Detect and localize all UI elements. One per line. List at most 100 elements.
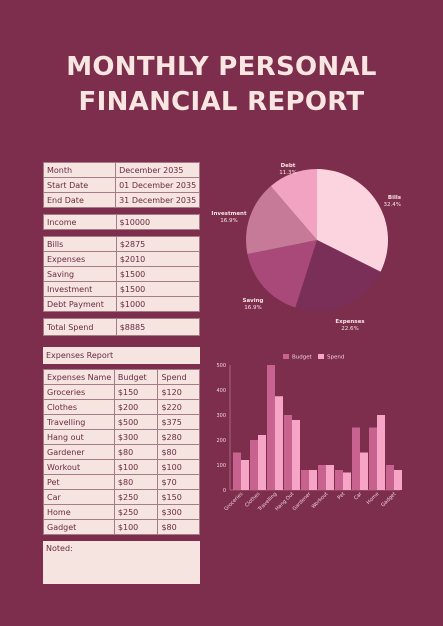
expense-budget: $80 — [113, 474, 159, 490]
x-tick-label: Home — [366, 491, 381, 506]
spending-row: Investment $1500 — [43, 281, 201, 297]
pie-slice-bills — [317, 169, 388, 272]
y-tick-label: 0 — [223, 488, 226, 494]
expense-budget: $300 — [113, 429, 159, 445]
expense-budget: $250 — [113, 504, 159, 520]
bar-budget — [386, 465, 394, 490]
bar-budget — [335, 470, 343, 490]
y-tick-label: 400 — [216, 388, 226, 394]
expense-name: Groceries — [43, 384, 115, 400]
bar-spend — [394, 470, 402, 490]
bar-spend — [343, 472, 351, 490]
table-row: Pet $80 $70 — [43, 474, 200, 490]
expense-budget: $100 — [113, 519, 159, 535]
expense-name: Gadget — [43, 519, 115, 535]
table-row: Gadget $100 $80 — [43, 519, 200, 535]
expense-name: Clothes — [43, 399, 115, 415]
pie-slice-saving — [247, 240, 317, 308]
info-value: 01 December 2035 — [115, 177, 200, 193]
bar-budget — [284, 415, 292, 490]
expense-budget: $500 — [113, 414, 159, 430]
pie-chart: Bills32.4%Expenses22.6%Saving16.9%Invest… — [211, 163, 402, 332]
total-row: Total Spend $8885 — [43, 318, 201, 336]
spending-row: Saving $1500 — [43, 266, 201, 282]
y-tick-label: 100 — [216, 463, 226, 469]
pie-label: Debt — [281, 163, 296, 169]
legend-swatch-budget — [283, 354, 289, 359]
x-tick-label: Gardener — [292, 491, 313, 512]
bar-budget — [250, 440, 258, 490]
expense-spend: $70 — [157, 474, 200, 490]
legend-swatch-spend — [318, 354, 324, 359]
bar-budget — [301, 470, 309, 490]
table-row: Clothes $200 $220 — [43, 399, 200, 415]
pie-slice-investment — [246, 186, 317, 255]
expense-spend: $280 — [157, 429, 200, 445]
spending-label: Bills — [43, 236, 117, 252]
expense-budget: $250 — [113, 489, 159, 505]
table-row: Hang out $300 $280 — [43, 429, 200, 445]
bar-spend — [377, 415, 385, 490]
y-tick-label: 500 — [216, 363, 226, 369]
expense-budget: $200 — [113, 399, 159, 415]
expense-spend: $300 — [157, 504, 200, 520]
expense-name: Car — [43, 489, 115, 505]
info-row-start: Start Date 01 December 2035 — [42, 177, 200, 193]
info-table: Month December 2035 Start Date 01 December… — [42, 162, 200, 208]
expense-name: Gardener — [43, 444, 115, 460]
expense-spend: $100 — [157, 459, 200, 475]
info-label: Month — [42, 162, 117, 178]
spending-label: Investment — [43, 281, 117, 297]
expense-spend: $80 — [157, 519, 200, 535]
info-label: Start Date — [42, 177, 117, 193]
spending-row: Bills $2875 — [43, 236, 201, 252]
table-row: Car $250 $150 — [43, 489, 200, 505]
expenses-table: Expenses Name Budget Spend Groceries $150… — [43, 369, 200, 535]
pie-percent: 32.4% — [384, 202, 401, 208]
spending-value: $2875 — [115, 236, 201, 252]
pie-label: Investment — [211, 211, 247, 217]
pie-percent: 16.9% — [220, 218, 237, 224]
x-tick-label: Workout — [311, 491, 330, 510]
expense-spend: $220 — [157, 399, 200, 415]
expense-name: Home — [43, 504, 115, 520]
x-tick-label: Gadget — [380, 491, 397, 508]
x-tick-label: Car — [353, 491, 364, 502]
expense-spend: $150 — [157, 489, 200, 505]
bar-spend — [309, 470, 317, 490]
table-row: Workout $100 $100 — [43, 459, 200, 475]
bar-budget — [318, 465, 326, 490]
income-row: Income $10000 — [43, 214, 201, 230]
pie-slice-expenses — [295, 240, 381, 311]
expense-spend: $80 — [157, 444, 200, 460]
bar-spend — [292, 420, 300, 490]
spending-row: Debt Payment $1000 — [43, 296, 201, 312]
bar-budget — [369, 427, 377, 490]
y-tick-label: 300 — [216, 413, 226, 419]
spending-value: $1500 — [115, 281, 201, 297]
expense-name: Travelling — [43, 414, 115, 430]
bar-spend — [275, 396, 283, 490]
table-row: Travelling $500 $375 — [43, 414, 200, 430]
expenses-header-row: Expenses Name Budget Spend — [43, 369, 200, 385]
expense-spend: $120 — [157, 384, 200, 400]
info-value: December 2035 — [115, 162, 200, 178]
pie-label: Bills — [388, 195, 402, 201]
table-row: Home $250 $300 — [43, 504, 200, 520]
pie-percent: 16.9% — [244, 305, 261, 311]
total-table: Total Spend $8885 — [43, 318, 201, 336]
x-tick-label: Pet — [337, 491, 347, 501]
info-row-end: End Date 31 December 2035 — [42, 192, 200, 208]
bar-budget — [267, 365, 275, 490]
info-row-month: Month December 2035 — [42, 162, 200, 178]
noted-box[interactable]: Noted: — [43, 541, 200, 584]
info-value: 31 December 2035 — [115, 192, 200, 208]
bar-spend — [326, 465, 334, 490]
expenses-report-heading: Expenses Report — [43, 347, 200, 364]
pie-percent: 11.3% — [279, 170, 296, 176]
spending-label: Debt Payment — [43, 296, 117, 312]
column-header: Budget — [113, 369, 159, 385]
expense-budget: $150 — [113, 384, 159, 400]
total-value: $8885 — [115, 318, 201, 336]
